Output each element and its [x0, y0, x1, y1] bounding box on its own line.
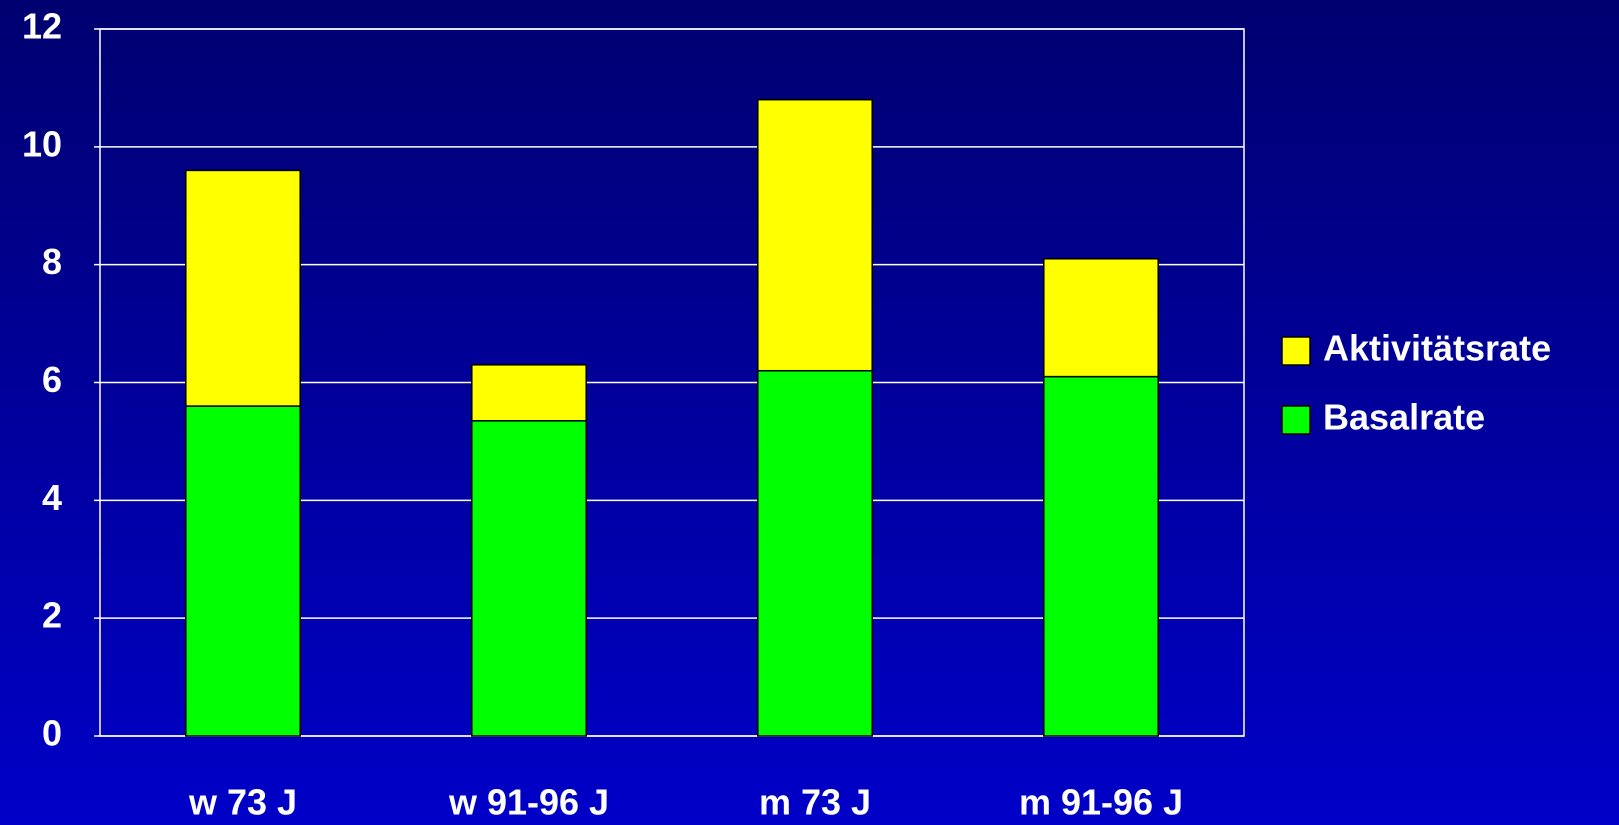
y-tick-label: 6 — [42, 359, 62, 400]
x-tick-label: m 73 J — [759, 782, 871, 823]
legend-swatch — [1281, 336, 1311, 366]
bar-segment — [1043, 375, 1159, 737]
y-tick-label: 10 — [22, 123, 62, 164]
y-tick-label: 4 — [42, 477, 62, 518]
y-tick-label: 2 — [42, 595, 62, 636]
bar-segment — [757, 98, 873, 372]
x-tick-label: w 91-96 J — [448, 782, 609, 823]
bar-segment — [757, 369, 873, 737]
x-tick-label: m 91-96 J — [1019, 782, 1183, 823]
y-tick-label: 0 — [42, 713, 62, 754]
bar-segment — [1043, 258, 1159, 378]
x-tick-label: w 73 J — [188, 782, 297, 823]
legend-label: Basalrate — [1323, 397, 1485, 438]
bar-segment — [185, 169, 301, 407]
legend-swatch — [1281, 405, 1311, 435]
bar-segment — [185, 405, 301, 737]
y-tick-label: 12 — [22, 6, 62, 47]
legend-label: Aktivitätsrate — [1323, 328, 1551, 369]
bar-segment — [471, 364, 587, 422]
bar-segment — [471, 420, 587, 737]
y-tick-label: 8 — [42, 241, 62, 282]
